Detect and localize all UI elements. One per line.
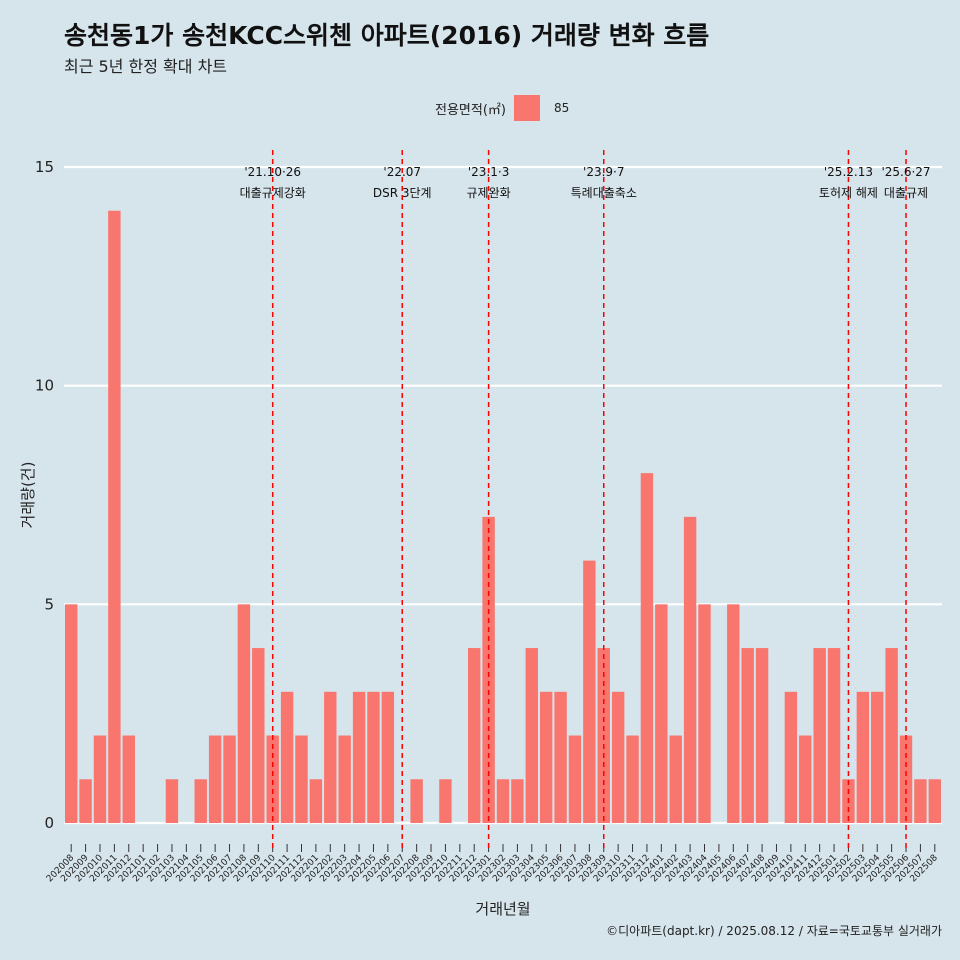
chart-title: 송천동1가 송천KCC스위첸 아파트(2016) 거래량 변화 흐름 [64, 21, 710, 50]
bar [79, 779, 92, 823]
bar [439, 779, 452, 823]
bar [309, 779, 323, 823]
bar [208, 735, 222, 823]
bar [554, 691, 567, 823]
bar [813, 648, 826, 823]
bar [611, 691, 625, 823]
event-date-label: '25.2.13 [824, 165, 873, 179]
bar [698, 604, 711, 823]
bar [799, 735, 812, 823]
event-label: 규제완화 [467, 186, 511, 200]
bar [410, 779, 423, 823]
bar [165, 779, 179, 823]
bar [655, 604, 668, 823]
bar [108, 210, 121, 823]
bar [568, 735, 582, 823]
event-date-label: '25.6·27 [881, 165, 930, 179]
bar [122, 735, 135, 823]
bar [727, 604, 740, 823]
y-tick-label: 0 [44, 814, 54, 832]
bar [784, 691, 798, 823]
event-label: 특례대출축소 [571, 186, 637, 200]
bar [381, 691, 395, 823]
bar [93, 735, 107, 823]
bar [539, 691, 553, 823]
bar [525, 648, 538, 823]
bar [626, 735, 639, 823]
bar [352, 691, 366, 823]
bar [885, 648, 898, 823]
bar [338, 735, 351, 823]
bar [871, 691, 884, 823]
bar [266, 735, 279, 823]
x-axis-title: 거래년월 [475, 900, 530, 918]
bar [914, 779, 927, 823]
bar [496, 779, 510, 823]
bar [683, 516, 697, 823]
bar [324, 691, 337, 823]
chart-subtitle: 최근 5년 한정 확대 차트 [64, 57, 228, 76]
bar [65, 604, 78, 823]
bar [741, 648, 754, 823]
bar [928, 779, 941, 823]
bar [237, 604, 251, 823]
event-label: 토허제 해제 [819, 186, 878, 200]
y-tick-label: 10 [35, 377, 54, 395]
bar [482, 516, 495, 823]
bar [280, 691, 294, 823]
bar [583, 560, 596, 823]
bar [252, 648, 265, 823]
event-label: 대출규제강화 [240, 186, 306, 200]
bar [367, 691, 380, 823]
bar [827, 648, 841, 823]
event-date-label: '21.10·26 [244, 165, 301, 179]
bar [640, 473, 654, 823]
legend-item-label: 85 [553, 101, 570, 115]
legend: 전용면적(㎡) 85 [435, 94, 569, 122]
bar [295, 735, 308, 823]
bar [223, 735, 236, 823]
event-date-label: '23.1·3 [468, 165, 509, 179]
legend-swatch [513, 95, 540, 121]
event-label: DSR 3단계 [373, 186, 432, 200]
bar [468, 648, 481, 823]
bar [899, 735, 913, 823]
legend-title: 전용면적(㎡) [435, 102, 506, 118]
bar [755, 648, 769, 823]
event-date-label: '23.9·7 [583, 165, 624, 179]
y-tick-label: 15 [35, 158, 54, 176]
event-date-label: '22.07 [383, 165, 421, 179]
bar [194, 779, 207, 823]
event-label: 대출규제 [884, 186, 928, 200]
y-tick-label: 5 [44, 595, 54, 613]
bar [669, 735, 682, 823]
bar [511, 779, 524, 823]
source-caption: ©디아파트(dapt.kr) / 2025.08.12 / 자료=국토교통부 실… [606, 924, 942, 938]
y-axis-title: 거래량(건) [19, 462, 37, 529]
bar [856, 691, 870, 823]
